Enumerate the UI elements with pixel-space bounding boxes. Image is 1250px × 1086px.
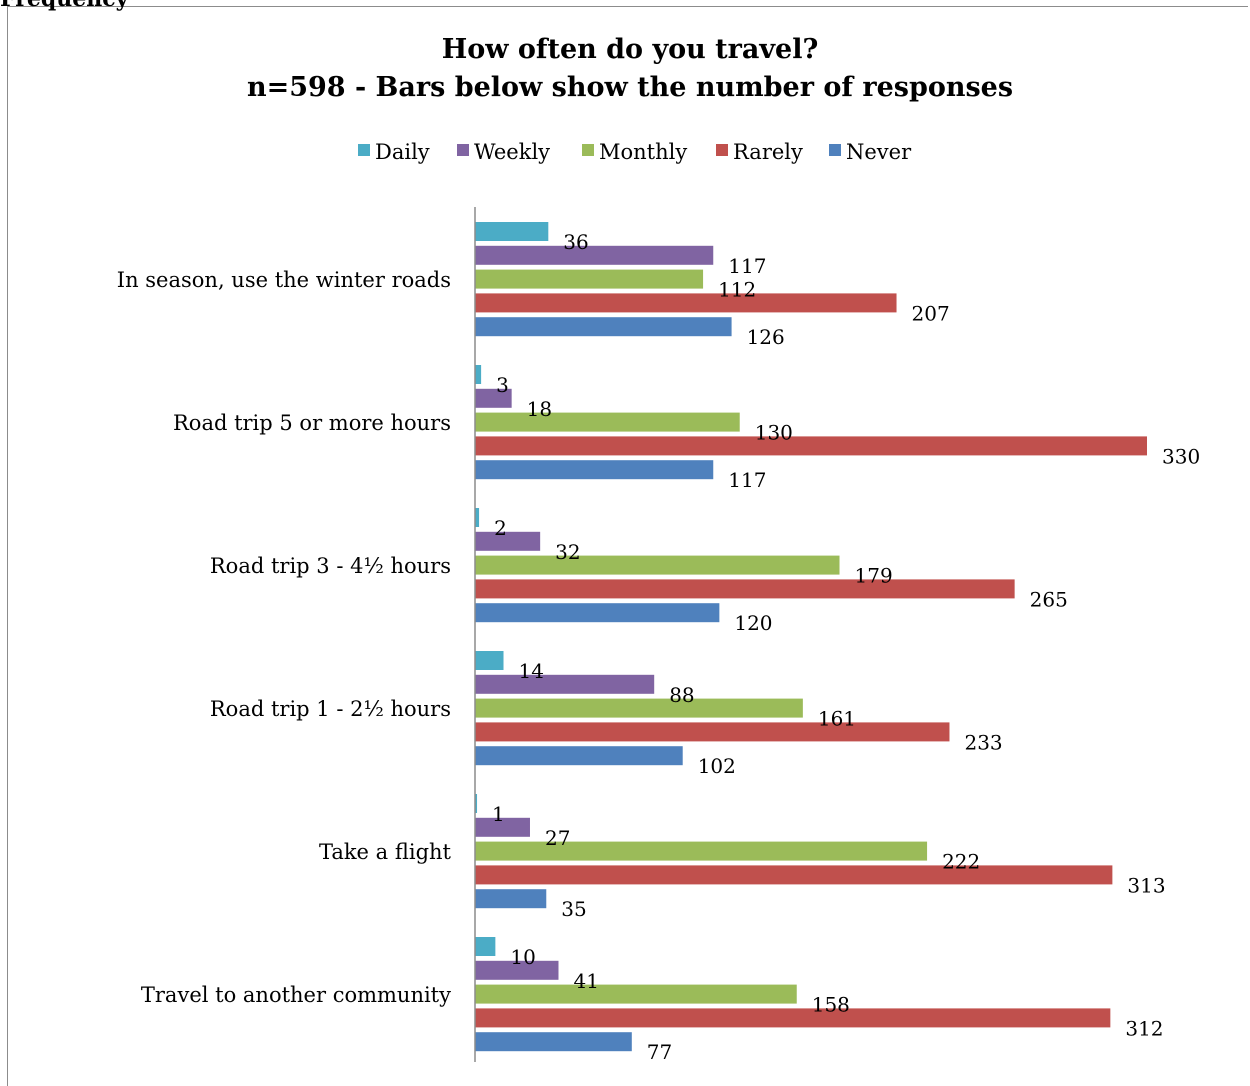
category-label: Travel to another community bbox=[141, 983, 451, 1007]
legend: Daily Weekly Monthly Rarely Never bbox=[358, 140, 912, 164]
bar-never bbox=[475, 603, 720, 623]
bar-monthly bbox=[475, 698, 803, 718]
bar-value-label: 222 bbox=[942, 850, 980, 874]
bar-value-label: 126 bbox=[747, 325, 785, 349]
legend-swatch-rarely bbox=[716, 144, 728, 156]
bar-value-label: 158 bbox=[812, 993, 850, 1017]
bar-value-label: 35 bbox=[561, 897, 586, 921]
bar-daily bbox=[475, 651, 504, 670]
chart-title-line-1: How often do you travel? bbox=[442, 34, 819, 65]
bar-value-label: 313 bbox=[1127, 873, 1165, 897]
bar-value-label: 27 bbox=[545, 826, 570, 850]
bar-rarely bbox=[475, 722, 950, 742]
legend-swatch-weekly bbox=[457, 144, 469, 156]
legend-label-daily: Daily bbox=[375, 140, 430, 164]
bar-value-label: 120 bbox=[734, 611, 772, 635]
bar-never bbox=[475, 460, 714, 480]
category-label: In season, use the winter roads bbox=[117, 268, 451, 292]
legend-swatch-monthly bbox=[582, 144, 594, 156]
category-label: Road trip 1 - 2½ hours bbox=[210, 697, 451, 721]
legend-label-rarely: Rarely bbox=[733, 140, 803, 164]
bar-never bbox=[475, 746, 683, 766]
bar-value-label: 88 bbox=[669, 683, 694, 707]
category-label: Road trip 5 or more hours bbox=[173, 411, 451, 435]
bar-daily bbox=[475, 222, 549, 241]
bar-weekly bbox=[475, 388, 512, 408]
chart-frame bbox=[7, 6, 1248, 1086]
bar-daily bbox=[475, 508, 480, 527]
bar-rarely bbox=[475, 865, 1113, 885]
bar-value-label: 102 bbox=[698, 754, 736, 778]
bar-daily bbox=[475, 365, 482, 384]
bar-value-label: 207 bbox=[912, 301, 950, 325]
bars bbox=[475, 222, 1147, 1052]
bar-value-label: 1 bbox=[492, 802, 505, 826]
bar-value-label: 117 bbox=[728, 468, 766, 492]
bar-value-label: 36 bbox=[563, 230, 588, 254]
bar-value-label: 41 bbox=[573, 969, 598, 993]
bar-daily bbox=[475, 794, 478, 813]
legend-label-never: Never bbox=[846, 140, 912, 164]
bar-value-label: 117 bbox=[728, 254, 766, 278]
bar-weekly bbox=[475, 674, 655, 694]
bar-weekly bbox=[475, 245, 714, 265]
bar-monthly bbox=[475, 412, 740, 432]
bar-rarely bbox=[475, 579, 1015, 599]
legend-label-weekly: Weekly bbox=[474, 140, 550, 164]
bar-value-label: 2 bbox=[494, 516, 507, 540]
bar-never bbox=[475, 889, 547, 909]
bar-value-label: 179 bbox=[855, 564, 893, 588]
bar-rarely bbox=[475, 293, 897, 313]
bar-value-label: 161 bbox=[818, 707, 856, 731]
bar-daily bbox=[475, 937, 496, 956]
bar-value-label: 32 bbox=[555, 540, 580, 564]
bar-never bbox=[475, 317, 732, 337]
bar-monthly bbox=[475, 555, 840, 575]
bar-value-label: 14 bbox=[519, 659, 544, 683]
bar-value-label: 312 bbox=[1125, 1016, 1163, 1040]
legend-swatch-daily bbox=[358, 144, 370, 156]
bar-value-label: 10 bbox=[510, 945, 535, 969]
bar-rarely bbox=[475, 1008, 1111, 1028]
bar-never bbox=[475, 1032, 632, 1052]
legend-swatch-never bbox=[829, 144, 841, 156]
bar-monthly bbox=[475, 841, 928, 861]
bar-weekly bbox=[475, 817, 530, 837]
bar-value-label: 265 bbox=[1030, 587, 1068, 611]
bar-rarely bbox=[475, 436, 1147, 456]
bar-value-label: 3 bbox=[496, 373, 509, 397]
bar-value-label: 77 bbox=[647, 1040, 672, 1064]
bar-value-label: 330 bbox=[1162, 444, 1200, 468]
bar-value-label: 18 bbox=[527, 397, 552, 421]
bar-value-label: 233 bbox=[964, 730, 1002, 754]
bar-monthly bbox=[475, 269, 704, 289]
bar-value-label: 112 bbox=[718, 278, 756, 302]
bar-monthly bbox=[475, 984, 797, 1004]
chart-title-line-2: n=598 - Bars below show the number of re… bbox=[247, 72, 1013, 103]
bar-value-label: 130 bbox=[755, 421, 793, 445]
legend-label-monthly: Monthly bbox=[599, 140, 687, 164]
bar-weekly bbox=[475, 531, 541, 551]
category-labels: In season, use the winter roads Road trip… bbox=[117, 268, 452, 1007]
category-label: Road trip 3 - 4½ hours bbox=[210, 554, 451, 578]
category-label: Take a flight bbox=[319, 840, 452, 864]
page-heading-fragment: Frequency bbox=[0, 0, 128, 12]
value-labels: 3611711220712631813033011723217926512014… bbox=[492, 230, 1200, 1064]
bar-weekly bbox=[475, 960, 559, 980]
